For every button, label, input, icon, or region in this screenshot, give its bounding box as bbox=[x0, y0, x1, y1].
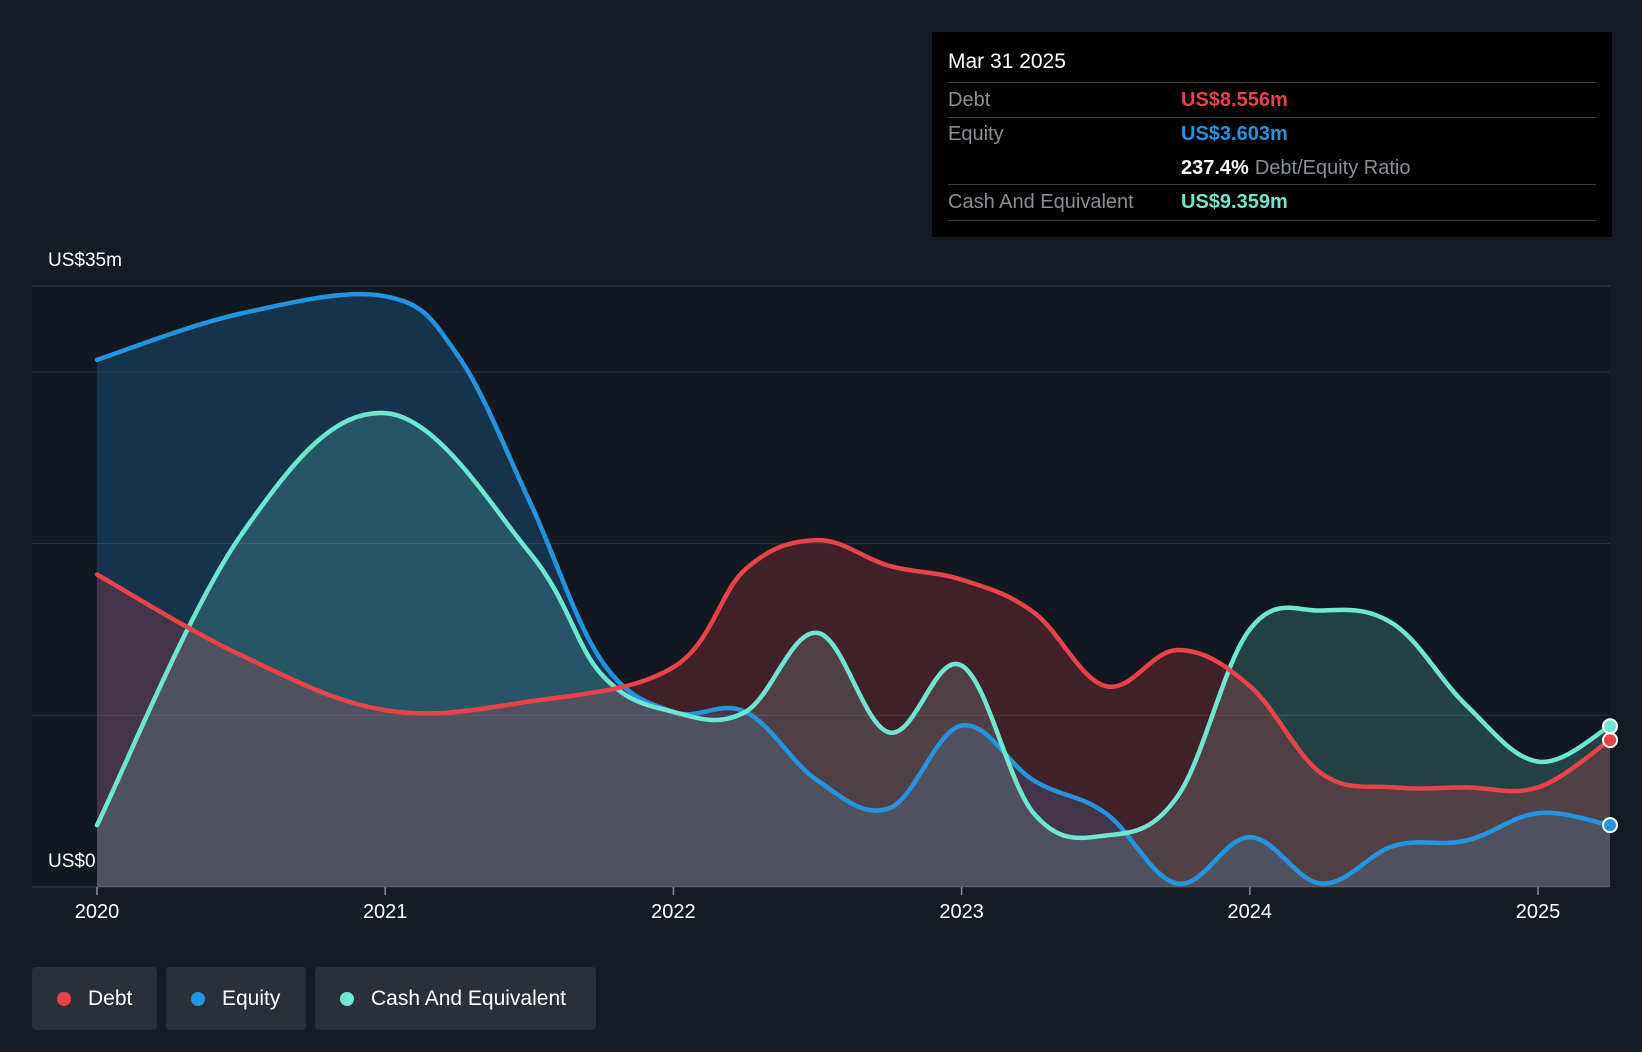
tooltip-divider bbox=[948, 117, 1596, 118]
legend-item-cash[interactable]: Cash And Equivalent bbox=[315, 967, 596, 1030]
legend-item-debt[interactable]: Debt bbox=[32, 967, 157, 1030]
x-tick-label: 2025 bbox=[1515, 901, 1561, 923]
marker-debt bbox=[1602, 732, 1619, 749]
x-tick-label: 2023 bbox=[939, 901, 984, 923]
legend-label-equity: Equity bbox=[222, 987, 281, 1010]
x-tick-label: 2022 bbox=[651, 901, 696, 923]
tooltip-cash-value: US$9.359m bbox=[1181, 191, 1288, 213]
tooltip-panel: Mar 31 2025 Debt US$8.556m Equity US$3.6… bbox=[932, 32, 1612, 237]
area-cash-and-equivalent bbox=[97, 412, 1610, 887]
marker-equity bbox=[1602, 817, 1619, 834]
tooltip-date: Mar 31 2025 bbox=[948, 50, 1066, 73]
legend-label-cash: Cash And Equivalent bbox=[371, 987, 566, 1010]
area-debt bbox=[97, 540, 1610, 887]
tooltip-ratio-value: 237.4% bbox=[1181, 157, 1249, 179]
marker-cash-and-equivalent bbox=[1602, 718, 1619, 735]
tooltip-equity-label: Equity bbox=[948, 123, 1004, 145]
tooltip-debt-label: Debt bbox=[948, 89, 991, 111]
tooltip-debt-value: US$8.556m bbox=[1181, 89, 1288, 111]
tooltip-divider bbox=[948, 82, 1596, 83]
tooltip-row-equity: Equity US$3.603m bbox=[948, 117, 1596, 151]
x-tick-label: 2024 bbox=[1227, 901, 1273, 923]
legend-label-debt: Debt bbox=[88, 987, 133, 1010]
line-equity bbox=[94, 291, 1613, 886]
tooltip-ratio-label: Debt/Equity Ratio bbox=[1254, 157, 1411, 179]
legend-dot-icon bbox=[340, 992, 354, 1006]
y-axis-bottom-label: US$0 bbox=[48, 851, 96, 872]
legend-dot-icon bbox=[191, 992, 205, 1006]
legend-dot-icon bbox=[57, 992, 71, 1006]
tooltip-row-cash: Cash And Equivalent US$9.359m bbox=[948, 185, 1596, 219]
tooltip-row-debt: Debt US$8.556m bbox=[948, 83, 1596, 117]
tooltip-cash-label: Cash And Equivalent bbox=[948, 191, 1134, 213]
tooltip-divider bbox=[948, 220, 1596, 221]
legend-item-equity[interactable]: Equity bbox=[166, 967, 306, 1030]
tooltip-row-ratio: 237.4% Debt/Equity Ratio bbox=[948, 151, 1596, 185]
line-cash-and-equivalent bbox=[94, 410, 1613, 841]
line-debt bbox=[94, 537, 1613, 794]
y-axis-top-label: US$35m bbox=[48, 250, 122, 271]
x-tick-label: 2020 bbox=[74, 901, 120, 923]
tooltip-divider bbox=[948, 184, 1596, 185]
x-tick-label: 2021 bbox=[362, 901, 408, 923]
tooltip-equity-value: US$3.603m bbox=[1181, 123, 1288, 145]
area-equity bbox=[97, 294, 1610, 888]
tooltip-ratio: 237.4% Debt/Equity Ratio bbox=[1181, 151, 1410, 185]
